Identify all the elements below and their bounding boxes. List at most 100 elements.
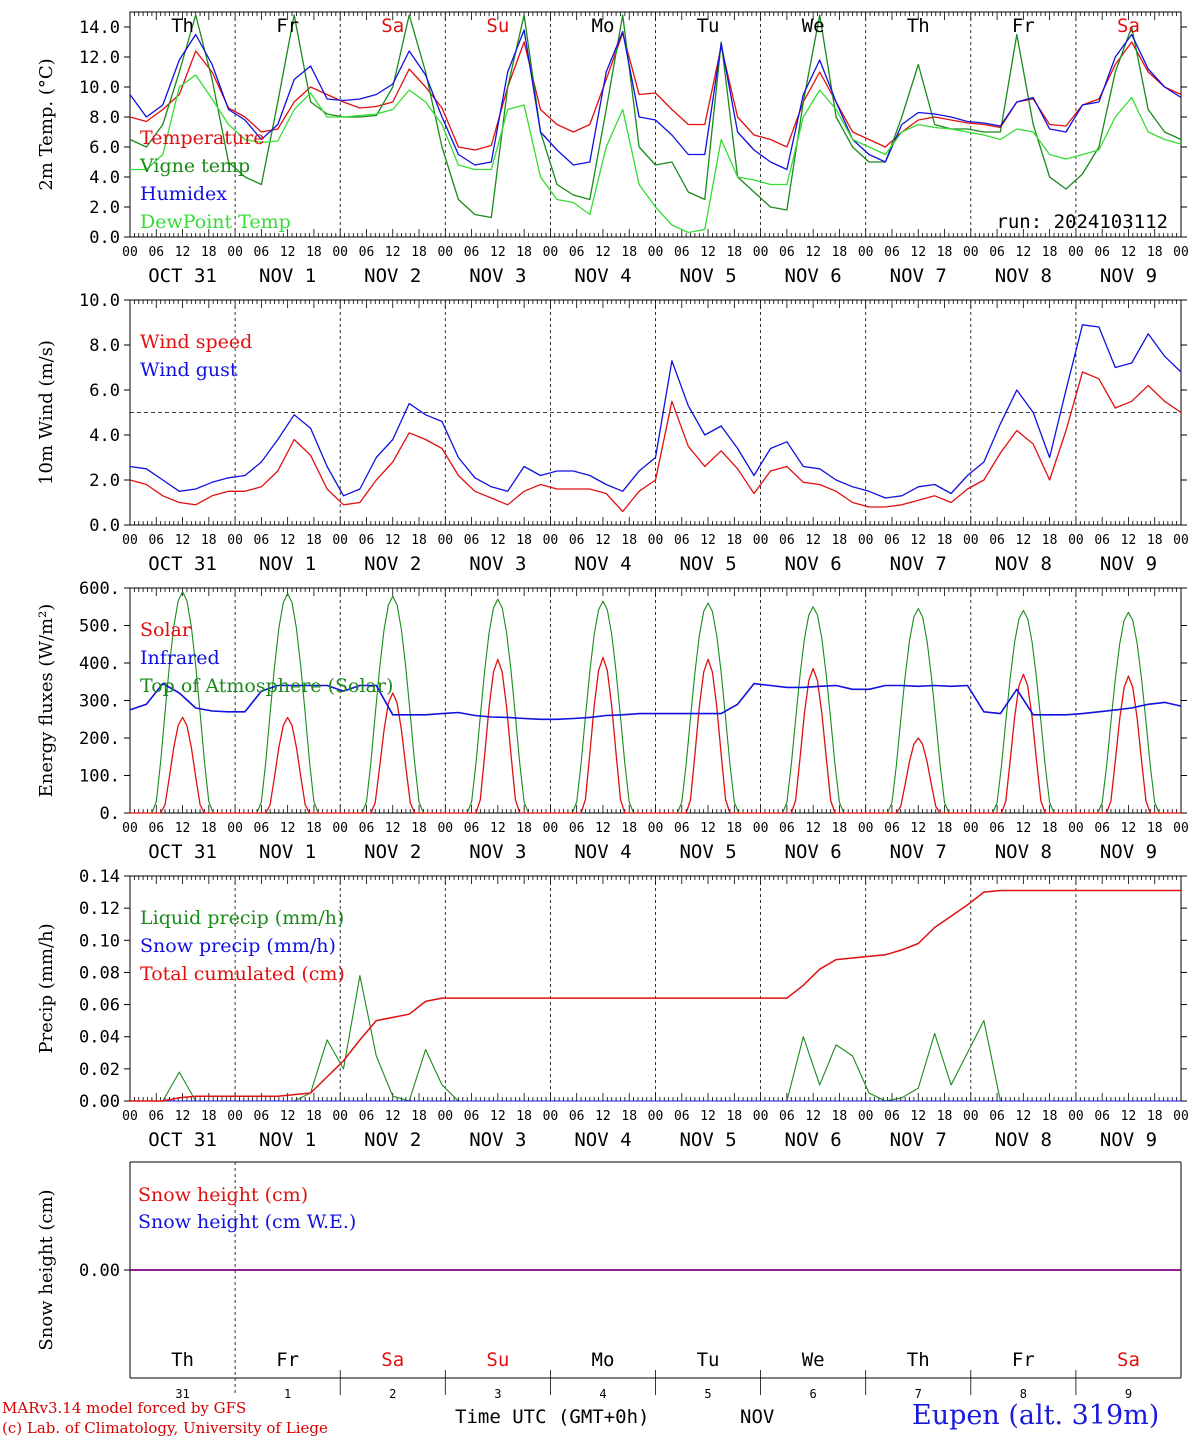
model-credit: MARv3.14 model forced by GFS	[2, 1399, 247, 1417]
hour-tick-label: 12	[175, 533, 191, 548]
hour-tick-label: 18	[726, 1109, 742, 1124]
hour-tick-label: 18	[832, 533, 848, 548]
hour-tick-label: 06	[989, 533, 1005, 548]
date-label: OCT 31	[148, 553, 217, 575]
hour-tick-label: 18	[1042, 821, 1058, 836]
date-label: NOV 4	[574, 265, 631, 287]
hour-tick-label: 12	[175, 1109, 191, 1124]
hour-tick-label: 12	[1121, 821, 1137, 836]
series-line	[129, 324, 1182, 499]
day-name: Th	[171, 15, 194, 37]
y-tick-label: 100.	[79, 767, 120, 787]
day-name: Mo	[592, 1349, 615, 1371]
panel-3: 0. 100. 200. 300. 400. 500. 600. Energy fluxes …	[36, 579, 1189, 863]
date-label: OCT 31	[148, 265, 217, 287]
hour-tick-label: 00	[543, 245, 559, 260]
legend-entry: Solar	[140, 619, 192, 641]
day-name: Tu	[697, 15, 720, 37]
date-label: NOV 2	[364, 553, 421, 575]
hour-tick-label: 12	[385, 821, 401, 836]
hour-tick-label: 18	[411, 821, 427, 836]
date-label: NOV 7	[890, 1129, 947, 1151]
panel-2: 0.0 2.0 4.0 6.0 8.0 10.0 10m Wind (m/s) 00 06 12 1…	[36, 291, 1189, 575]
day-name: Fr	[276, 1349, 299, 1371]
hour-tick-label: 12	[700, 533, 716, 548]
hour-tick-label: 12	[490, 533, 506, 548]
y-axis-label: 10m Wind (m/s)	[36, 340, 57, 485]
y-tick-label: 4.0	[89, 426, 120, 446]
date-label: NOV 5	[679, 1129, 736, 1151]
hour-tick-label: 00	[1068, 533, 1084, 548]
day-number: 1	[284, 1387, 291, 1401]
legend-entry: Vigne temp	[139, 155, 250, 177]
hour-tick-label: 00	[332, 821, 348, 836]
hour-tick-label: 06	[254, 1109, 270, 1124]
y-tick-label: 0.06	[79, 996, 120, 1016]
hour-tick-label: 00	[858, 533, 874, 548]
hour-tick-label: 00	[227, 1109, 243, 1124]
date-label: NOV 3	[469, 265, 526, 287]
hour-tick-label: 12	[175, 821, 191, 836]
hour-tick-label: 06	[569, 1109, 585, 1124]
y-tick-label: 8.0	[89, 336, 120, 356]
day-number: 8	[1020, 1387, 1027, 1401]
day-name: Su	[486, 15, 509, 37]
hour-tick-label: 06	[148, 821, 164, 836]
hour-tick-label: 00	[1173, 245, 1189, 260]
date-label: NOV 2	[364, 1129, 421, 1151]
hour-tick-label: 06	[779, 245, 795, 260]
hour-tick-label: 06	[254, 533, 270, 548]
date-label: NOV 1	[259, 265, 316, 287]
hour-tick-label: 12	[805, 245, 821, 260]
series-line	[130, 656, 1181, 814]
hour-tick-label: 12	[910, 1109, 926, 1124]
date-label: NOV 3	[469, 553, 526, 575]
hour-tick-label: 06	[884, 1109, 900, 1124]
day-number: 3	[494, 1387, 501, 1401]
y-tick-label: 0.	[100, 804, 120, 824]
hour-tick-label: 12	[595, 533, 611, 548]
hour-tick-label: 00	[227, 821, 243, 836]
hour-tick-label: 00	[1068, 245, 1084, 260]
date-label: NOV 2	[364, 265, 421, 287]
hour-tick-label: 18	[621, 245, 637, 260]
y-tick-label: 6.0	[89, 381, 120, 401]
hour-tick-label: 00	[543, 533, 559, 548]
lab-credit: (c) Lab. of Climatology, University of L…	[2, 1419, 328, 1437]
hour-tick-label: 12	[805, 533, 821, 548]
day-number: 9	[1125, 1387, 1132, 1401]
date-label: NOV 2	[364, 841, 421, 863]
hour-tick-label: 06	[779, 1109, 795, 1124]
hour-tick-label: 06	[464, 821, 480, 836]
hour-tick-label: 18	[306, 245, 322, 260]
hour-tick-label: 12	[490, 821, 506, 836]
hour-tick-label: 00	[753, 533, 769, 548]
hour-tick-label: 00	[437, 533, 453, 548]
hour-tick-label: 18	[621, 821, 637, 836]
y-tick-label: 400.	[79, 654, 120, 674]
hour-tick-label: 12	[805, 1109, 821, 1124]
hour-tick-label: 00	[437, 821, 453, 836]
hour-tick-label: 06	[779, 533, 795, 548]
date-label: NOV 8	[995, 265, 1052, 287]
y-tick-label: 10.0	[79, 291, 120, 311]
hour-tick-label: 18	[516, 245, 532, 260]
hour-tick-label: 18	[411, 245, 427, 260]
date-label: NOV 7	[890, 265, 947, 287]
hour-tick-label: 12	[490, 1109, 506, 1124]
hour-tick-label: 06	[359, 533, 375, 548]
month-label: NOV	[740, 1406, 775, 1428]
hour-tick-label: 18	[1147, 1109, 1163, 1124]
hour-tick-label: 18	[1042, 533, 1058, 548]
hour-tick-label: 18	[201, 1109, 217, 1124]
y-tick-label: 2.0	[89, 471, 120, 491]
hour-tick-label: 12	[175, 245, 191, 260]
hour-tick-label: 18	[726, 533, 742, 548]
hour-tick-label: 00	[332, 533, 348, 548]
day-name: Sa	[381, 1349, 404, 1371]
hour-tick-label: 12	[280, 533, 296, 548]
y-tick-label: 10.0	[79, 78, 120, 98]
hour-tick-label: 18	[1147, 821, 1163, 836]
y-axis-label: Snow height (cm)	[36, 1189, 57, 1350]
series-line	[129, 371, 1182, 513]
